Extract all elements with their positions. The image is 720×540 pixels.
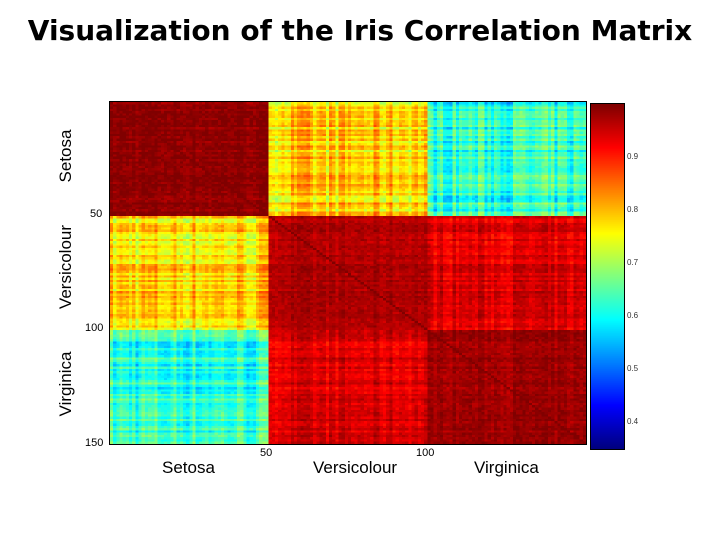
y-tick-label: 100	[85, 322, 104, 334]
y-group-label-versicolour: Versicolour	[56, 224, 75, 310]
x-group-label-versicolour: Versicolour	[313, 458, 398, 477]
colorbar-tick-label: 0.6	[627, 311, 639, 321]
y-group-label-virginica: Virginica	[56, 351, 75, 417]
colorbar-tick-label: 0.5	[627, 364, 639, 374]
slide-title: Visualization of the Iris Correlation Ma…	[27, 14, 693, 47]
x-group-label-virginica: Virginica	[474, 458, 539, 477]
colorbar	[591, 104, 624, 449]
colorbar-tick-label: 0.8	[627, 205, 639, 215]
y-group-label-setosa: Setosa	[56, 129, 75, 183]
colorbar-tick-label: 0.7	[627, 258, 639, 268]
y-tick-label: 50	[90, 208, 103, 220]
colorbar-tick-label: 0.4	[627, 417, 639, 427]
colorbar-tick-label: 0.9	[627, 152, 639, 162]
x-group-label-setosa: Setosa	[162, 458, 215, 477]
correlation-heatmap	[110, 102, 586, 444]
y-tick-label: 150	[85, 437, 104, 449]
x-tick-label: 100	[416, 447, 435, 459]
x-tick-label: 50	[260, 447, 273, 459]
